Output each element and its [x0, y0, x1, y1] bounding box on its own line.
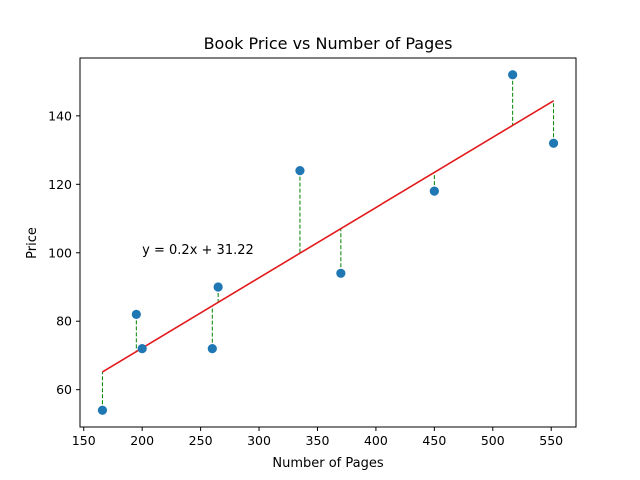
y-axis-label: Price: [25, 227, 40, 259]
data-point: [429, 186, 439, 196]
regression-equation-label: y = 0.2x + 31.22: [142, 243, 254, 258]
x-axis-ticks: 150 200 250 300 350 400 450 500 550: [72, 427, 563, 448]
data-point: [336, 268, 346, 278]
y-tick-label: 80: [56, 314, 72, 329]
residual-lines: [101, 74, 555, 411]
x-tick-label: 350: [306, 433, 330, 448]
data-point: [207, 344, 217, 354]
y-tick-label: 140: [48, 108, 72, 123]
chart-title: Book Price vs Number of Pages: [204, 34, 453, 53]
data-point: [548, 138, 559, 148]
y-tick-label: 60: [56, 382, 72, 397]
y-tick-label: 120: [48, 177, 72, 192]
x-tick-label: 200: [130, 433, 154, 448]
x-tick-label: 550: [539, 433, 563, 448]
data-points: [97, 70, 559, 415]
data-point: [508, 70, 518, 80]
x-tick-label: 150: [72, 433, 96, 448]
data-point: [137, 344, 147, 354]
regression-layer: y = 0.2x + 31.22: [102, 100, 554, 373]
data-point: [295, 166, 305, 176]
data-point: [97, 405, 108, 415]
x-axis-label: Number of Pages: [272, 456, 383, 471]
x-tick-label: 450: [422, 433, 446, 448]
data-point: [213, 282, 223, 292]
x-tick-label: 300: [247, 433, 271, 448]
data-point: [131, 309, 141, 319]
x-tick-label: 250: [189, 433, 213, 448]
plot-frame: [79, 57, 577, 428]
y-tick-label: 100: [48, 245, 72, 260]
y-axis-ticks: 60 80 100 120 140: [48, 108, 80, 397]
x-tick-label: 400: [364, 433, 388, 448]
x-tick-label: 500: [481, 433, 505, 448]
regression-line: [102, 100, 554, 373]
